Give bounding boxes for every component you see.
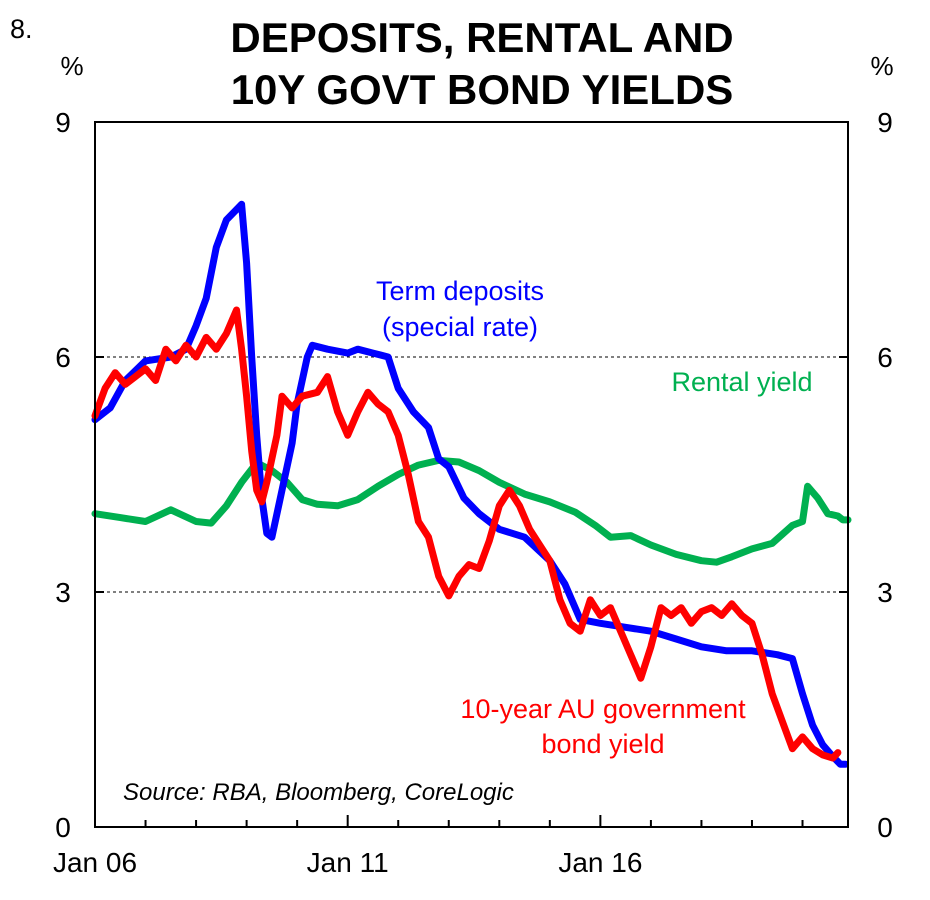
term-deposits-label-line-2: (special rate) (382, 312, 538, 342)
y-tick-label-left-9: 9 (55, 107, 71, 138)
bond-yield-label-line-2: bond yield (541, 729, 664, 759)
x-tick-label-jan-06: Jan 06 (53, 847, 137, 878)
term-deposits-label-line-1: Term deposits (376, 276, 544, 306)
y-tick-label-left-0: 0 (55, 812, 71, 843)
x-tick-label-jan-16: Jan 16 (558, 847, 642, 878)
chart-title-line-2: 10Y GOVT BOND YIELDS (231, 66, 734, 113)
y-tick-label-left-3: 3 (55, 577, 71, 608)
rental-yield-label: Rental yield (671, 367, 812, 397)
series-lines (91, 200, 852, 768)
chart-number: 8. (10, 14, 33, 44)
series-line-10-year-au-government-bond-yield (91, 306, 842, 762)
x-tick-label-jan-11: Jan 11 (307, 847, 389, 878)
source-note: Source: RBA, Bloomberg, CoreLogic (123, 779, 514, 806)
y-axis-unit-right: % (870, 51, 893, 81)
y-axis-unit-left: % (60, 51, 83, 81)
y-tick-label-left-6: 6 (55, 342, 71, 373)
chart-title-line-1: DEPOSITS, RENTAL AND (230, 14, 733, 61)
axes: 0 0 3 3 6 6 9 9 Jan 06 Jan 11 Jan 16 (53, 107, 893, 878)
y-tick-label-right-6: 6 (877, 342, 893, 373)
plot-frame (94, 121, 849, 828)
series-line-rental-yield (91, 456, 852, 566)
bond-yield-label-line-1: 10-year AU government (460, 694, 746, 724)
series-line-term-deposits-special-rate (91, 200, 849, 768)
y-tick-label-right-0: 0 (877, 812, 893, 843)
y-tick-label-right-9: 9 (877, 107, 893, 138)
y-tick-label-right-3: 3 (877, 577, 893, 608)
